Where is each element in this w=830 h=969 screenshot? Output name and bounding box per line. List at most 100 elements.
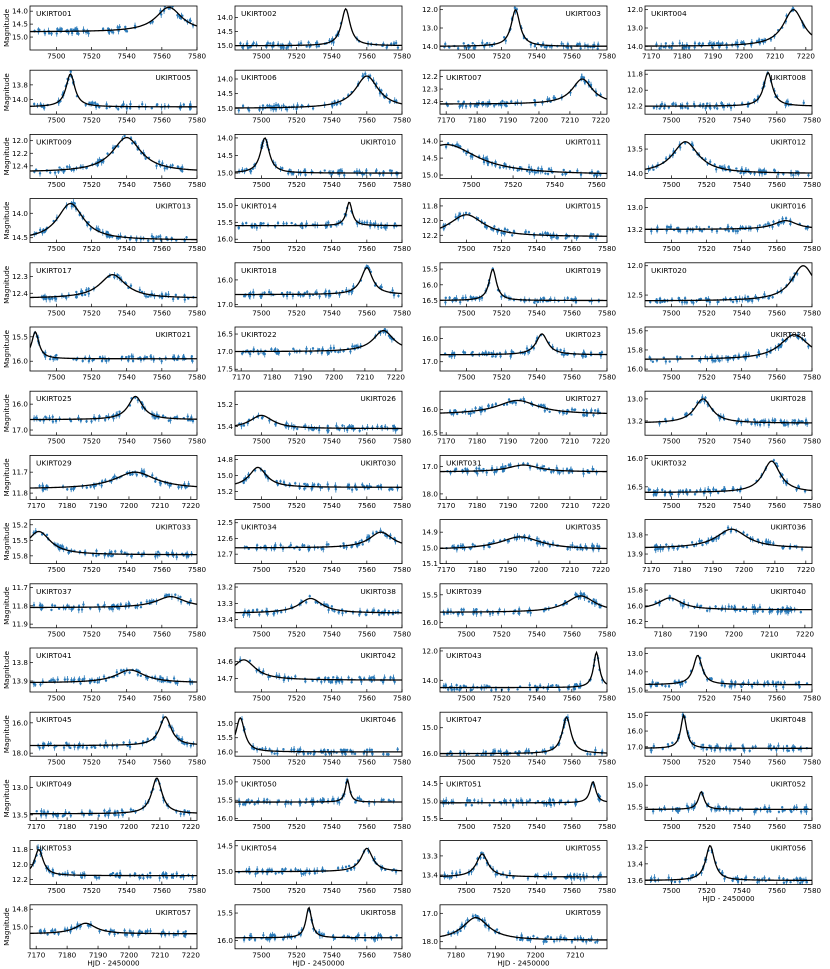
data-point	[161, 162, 164, 165]
data-point	[266, 104, 269, 107]
data-point	[270, 347, 273, 351]
data-point	[191, 359, 194, 363]
y-tick-label: 15.0	[217, 41, 233, 50]
data-point	[248, 46, 252, 49]
data-point	[304, 173, 307, 177]
data-point	[81, 359, 84, 363]
data-point	[494, 160, 497, 164]
data-point	[104, 479, 107, 482]
data-point	[487, 351, 490, 355]
plot-area	[235, 201, 402, 231]
data-point	[57, 170, 60, 174]
data-point	[111, 146, 115, 150]
panel-ukirt005: 7500 7520 7540 7560 7580 13.8 14.0 UKIRT005 Magn…	[2, 69, 207, 125]
data-point	[240, 424, 243, 427]
data-point	[311, 347, 315, 350]
data-point	[596, 43, 600, 46]
data-point	[566, 42, 570, 46]
data-point	[667, 106, 671, 109]
data-point	[388, 169, 392, 172]
data-point	[131, 359, 135, 363]
data-point	[185, 236, 188, 239]
data-point	[276, 221, 280, 225]
data-point	[467, 412, 471, 415]
axes-frame	[234, 198, 403, 244]
panel-label: UKIRT014	[241, 202, 277, 211]
axes-frame	[234, 454, 403, 500]
data-point	[263, 291, 266, 294]
data-point	[351, 424, 355, 428]
data-point	[742, 171, 745, 175]
plot-area	[30, 70, 197, 112]
panel-label: UKIRT010	[360, 137, 396, 146]
data-point	[555, 466, 558, 470]
x-tick-label: 7540	[733, 308, 752, 317]
data-point	[491, 355, 494, 358]
data-point	[272, 41, 275, 45]
data-point	[542, 465, 546, 468]
x-tick-label: 7500	[252, 180, 271, 189]
data-point	[671, 42, 674, 45]
x-tick-label: 7540	[528, 52, 547, 61]
panel-ukirt014: 7500 7520 7540 7560 7580 15.0 15.5 16.0 UKIRT014	[217, 198, 412, 253]
data-point	[391, 289, 394, 292]
data-point	[735, 421, 738, 425]
data-point	[709, 160, 712, 164]
data-point	[385, 94, 388, 97]
data-point	[305, 347, 308, 350]
x-tick-label: 7540	[118, 52, 137, 61]
data-point	[766, 222, 770, 225]
y-tick-label: 12.2	[627, 102, 643, 111]
x-tick-label: 7170	[437, 437, 456, 446]
data-point	[706, 102, 709, 105]
y-tick-label: 15.0	[217, 201, 233, 210]
data-point	[308, 294, 311, 298]
x-tick-label: 7580	[393, 244, 412, 253]
model-curve	[30, 395, 197, 421]
x-tick-label: 7580	[803, 437, 822, 446]
data-point	[300, 222, 303, 225]
data-point	[258, 108, 261, 111]
axes-frame	[29, 454, 198, 500]
data-point	[111, 476, 115, 480]
data-point	[69, 28, 73, 31]
panel-ukirt001: 7500 7520 7540 7560 7580 14.0 14.5 15.0 UKIRT001…	[2, 5, 207, 61]
data-point	[596, 47, 599, 50]
data-point	[49, 171, 52, 174]
data-point	[329, 225, 333, 228]
data-point	[334, 488, 338, 491]
panel-ukirt004: 7170 7180 7190 7200 7210 7220 12.0 13.0 14.0 UKIR…	[627, 5, 815, 60]
data-point	[157, 160, 161, 163]
data-point	[159, 13, 163, 16]
x-tick-label: 7540	[118, 373, 137, 382]
data-point	[492, 104, 496, 107]
data-point	[55, 32, 58, 35]
data-point	[735, 41, 739, 44]
data-point	[290, 221, 293, 225]
data-point	[98, 355, 102, 359]
data-point	[68, 165, 71, 169]
axes-frame	[644, 198, 813, 244]
data-point	[177, 485, 180, 489]
x-tick-label: 7580	[188, 308, 207, 317]
data-point	[584, 355, 587, 358]
plot-area	[645, 216, 812, 235]
data-point	[444, 301, 447, 304]
data-point	[804, 227, 808, 230]
data-point	[734, 229, 738, 233]
data-point	[499, 355, 502, 358]
data-point	[448, 296, 451, 300]
data-point	[274, 104, 278, 107]
x-tick-label: 7560	[153, 116, 172, 125]
panel-ukirt013: 7500 7520 7540 7560 7580 14.0 14.5 UKIRT013 Magn…	[2, 198, 207, 253]
data-point	[240, 352, 244, 355]
data-point	[757, 298, 760, 301]
data-point	[52, 357, 55, 361]
data-point	[112, 417, 115, 420]
axes-frame	[234, 326, 403, 372]
data-point	[533, 103, 537, 106]
data-point	[732, 228, 735, 232]
data-point	[474, 406, 477, 410]
y-tick-label: 14.5	[217, 89, 233, 98]
data-point	[466, 468, 469, 472]
